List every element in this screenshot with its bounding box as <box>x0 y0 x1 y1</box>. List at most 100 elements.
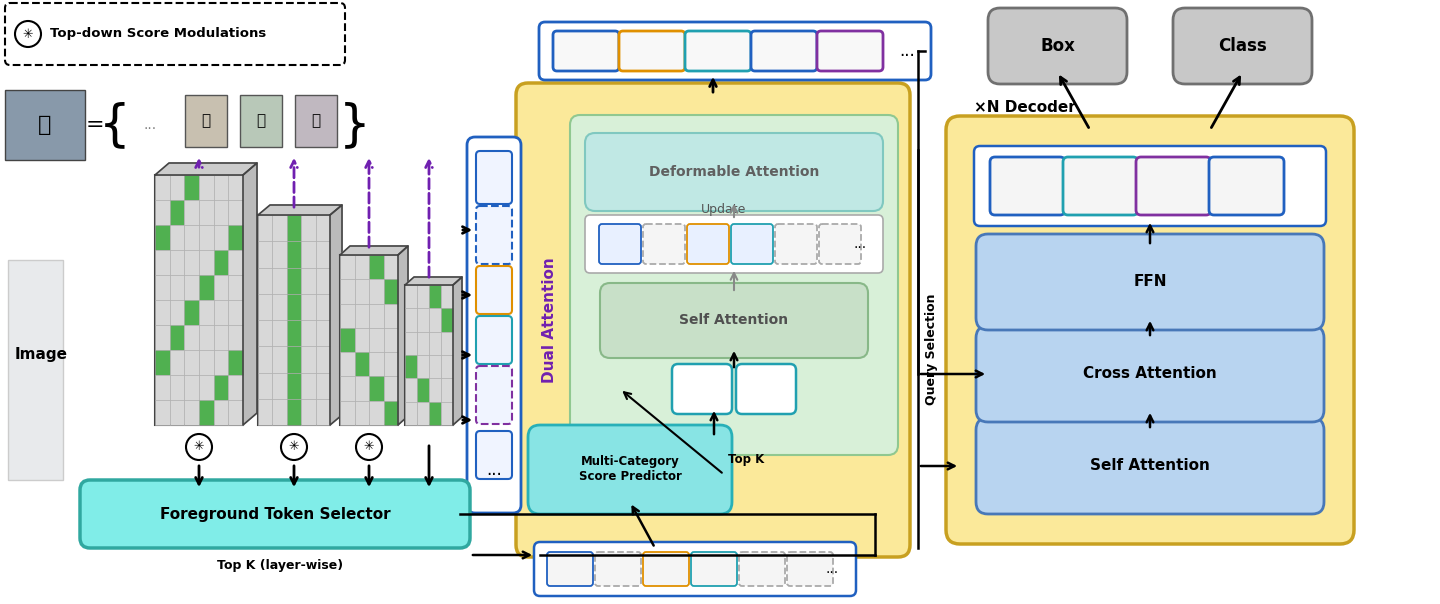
Bar <box>4 90 85 160</box>
FancyBboxPatch shape <box>528 425 732 514</box>
FancyBboxPatch shape <box>732 224 773 264</box>
Circle shape <box>281 434 307 460</box>
Bar <box>213 225 229 250</box>
Bar <box>258 215 272 241</box>
Bar <box>418 402 429 425</box>
Bar <box>441 285 454 308</box>
FancyBboxPatch shape <box>570 115 899 455</box>
Text: ✳: ✳ <box>23 28 33 40</box>
FancyBboxPatch shape <box>477 266 513 314</box>
Bar <box>213 200 229 225</box>
Bar <box>240 95 282 147</box>
FancyBboxPatch shape <box>946 116 1354 544</box>
Bar <box>213 325 229 350</box>
Bar <box>405 402 418 425</box>
Text: }: } <box>340 101 372 149</box>
Circle shape <box>14 21 40 47</box>
Bar <box>429 355 441 378</box>
Text: =: = <box>86 115 104 135</box>
Bar <box>340 279 354 304</box>
Text: ✳: ✳ <box>194 440 204 454</box>
Bar <box>301 241 315 268</box>
FancyBboxPatch shape <box>595 552 641 586</box>
Bar <box>383 255 397 279</box>
Bar <box>156 300 170 325</box>
Bar <box>184 325 199 350</box>
FancyBboxPatch shape <box>539 22 932 80</box>
Bar <box>170 225 184 250</box>
Text: ...: ... <box>144 118 157 132</box>
Bar <box>369 352 383 376</box>
FancyBboxPatch shape <box>619 31 685 71</box>
Bar <box>199 250 213 275</box>
Bar <box>272 268 287 294</box>
Text: Top K (layer-wise): Top K (layer-wise) <box>217 559 343 571</box>
Bar <box>170 200 184 225</box>
Bar <box>287 294 301 320</box>
Bar <box>258 241 272 268</box>
FancyBboxPatch shape <box>599 224 641 264</box>
Bar <box>213 175 229 200</box>
Bar <box>156 200 170 225</box>
Bar <box>418 332 429 355</box>
Text: Self Attention: Self Attention <box>680 313 789 327</box>
Bar <box>156 275 170 300</box>
Bar <box>229 325 243 350</box>
Bar <box>301 215 315 241</box>
Text: Foreground Token Selector: Foreground Token Selector <box>160 507 390 521</box>
Polygon shape <box>156 163 256 175</box>
Bar <box>199 175 213 200</box>
Bar <box>156 400 170 425</box>
FancyBboxPatch shape <box>553 31 619 71</box>
Bar <box>184 95 228 147</box>
FancyBboxPatch shape <box>991 157 1066 215</box>
FancyBboxPatch shape <box>477 151 513 204</box>
FancyBboxPatch shape <box>81 480 469 548</box>
Bar <box>354 376 369 400</box>
Bar <box>369 376 383 400</box>
Bar <box>418 285 429 308</box>
Bar <box>340 376 354 400</box>
Bar <box>184 300 199 325</box>
Bar <box>229 350 243 375</box>
FancyBboxPatch shape <box>973 146 1326 226</box>
Bar <box>213 250 229 275</box>
FancyBboxPatch shape <box>988 8 1128 84</box>
Bar <box>340 255 397 425</box>
Bar <box>229 300 243 325</box>
Bar <box>258 294 272 320</box>
Bar <box>301 399 315 425</box>
Bar <box>184 225 199 250</box>
Bar <box>429 402 441 425</box>
Bar <box>199 400 213 425</box>
Bar <box>170 350 184 375</box>
Bar <box>315 268 330 294</box>
Bar <box>383 352 397 376</box>
Bar <box>272 320 287 346</box>
Bar <box>354 352 369 376</box>
Bar <box>340 328 354 352</box>
Bar <box>383 279 397 304</box>
Bar <box>272 373 287 399</box>
Text: Update: Update <box>701 204 747 216</box>
Bar <box>340 352 354 376</box>
FancyBboxPatch shape <box>672 364 732 414</box>
Bar <box>156 175 243 425</box>
FancyBboxPatch shape <box>534 542 855 596</box>
Text: Box: Box <box>1040 37 1074 55</box>
FancyBboxPatch shape <box>976 234 1323 330</box>
Bar <box>156 350 170 375</box>
Bar <box>383 376 397 400</box>
Polygon shape <box>397 246 408 425</box>
Bar <box>170 175 184 200</box>
Bar <box>184 275 199 300</box>
FancyBboxPatch shape <box>976 326 1323 422</box>
Bar <box>199 350 213 375</box>
Bar <box>301 346 315 373</box>
Bar <box>184 200 199 225</box>
Bar <box>340 400 354 425</box>
Bar <box>405 308 418 332</box>
Text: 🏃: 🏃 <box>311 114 321 129</box>
Bar <box>199 225 213 250</box>
FancyBboxPatch shape <box>1063 157 1138 215</box>
